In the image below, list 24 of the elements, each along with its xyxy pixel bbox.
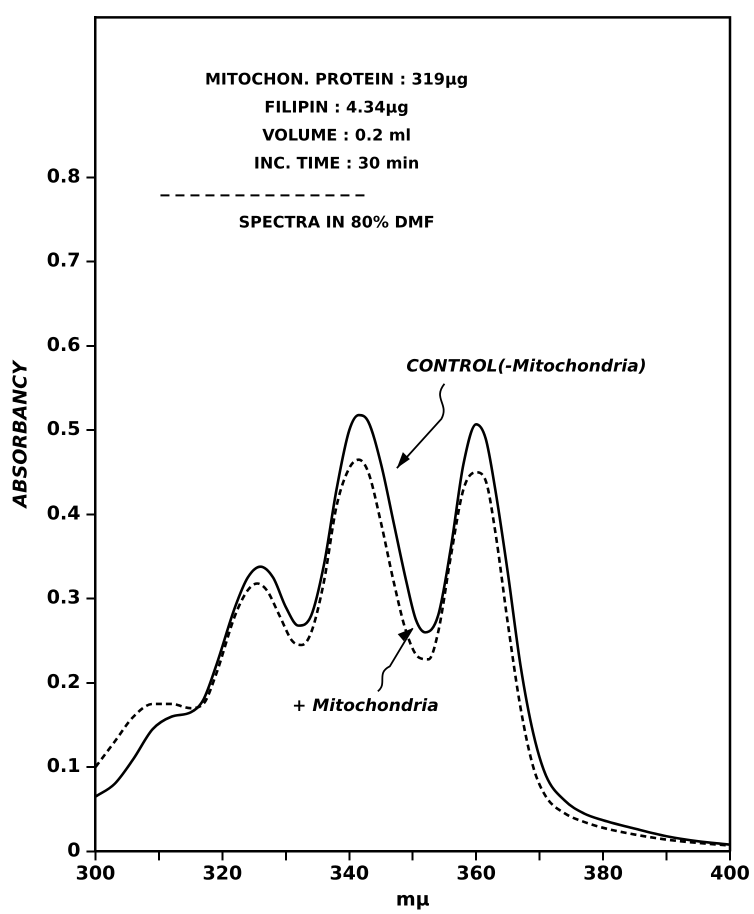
y-tick-label: 0.5 xyxy=(46,418,80,440)
x-tick-label: 320 xyxy=(202,862,242,885)
x-tick-label: 300 xyxy=(76,862,116,885)
y-tick-label: 0.8 xyxy=(46,165,80,188)
x-tick-label: 340 xyxy=(329,862,370,885)
y-tick-label: 0.6 xyxy=(46,334,80,356)
x-axis-title: mμ xyxy=(396,888,430,911)
annotation: INC. TIME : 30 min xyxy=(254,154,420,173)
annotation: VOLUME : 0.2 ml xyxy=(262,126,411,145)
annotation: FILIPIN : 4.34μg xyxy=(264,98,409,117)
annotation: SPECTRA IN 80% DMF xyxy=(238,212,435,232)
y-tick-label: 0 xyxy=(67,839,80,862)
x-tick-label: 400 xyxy=(710,862,750,885)
x-tick-label: 380 xyxy=(583,862,623,885)
y-tick-label: 0.3 xyxy=(46,586,80,609)
y-axis-title: ABSORBANCY xyxy=(9,358,32,510)
text: CONTROL(-Mitochondria) xyxy=(406,356,646,376)
annotation: MITOCHON. PROTEIN : 319μg xyxy=(205,70,468,89)
y-tick-label: 0.7 xyxy=(46,250,80,272)
x-tick-label: 360 xyxy=(456,862,496,885)
y-tick-label: 0.4 xyxy=(46,502,80,524)
y-tick-label: 0.1 xyxy=(46,755,80,778)
y-tick-label: 0.2 xyxy=(46,670,80,693)
text: + Mitochondria xyxy=(292,696,439,716)
